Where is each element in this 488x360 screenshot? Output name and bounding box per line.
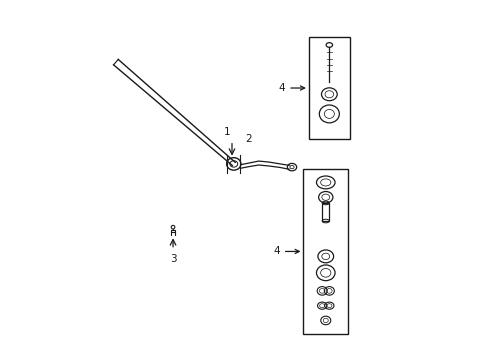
Bar [308,37,349,139]
Text: 4: 4 [273,247,299,256]
Text: 1: 1 [224,127,230,137]
Text: 2: 2 [244,134,251,144]
Bar [322,203,328,221]
Text: 4: 4 [278,83,304,93]
Bar [303,169,347,334]
Text: 3: 3 [169,254,176,264]
